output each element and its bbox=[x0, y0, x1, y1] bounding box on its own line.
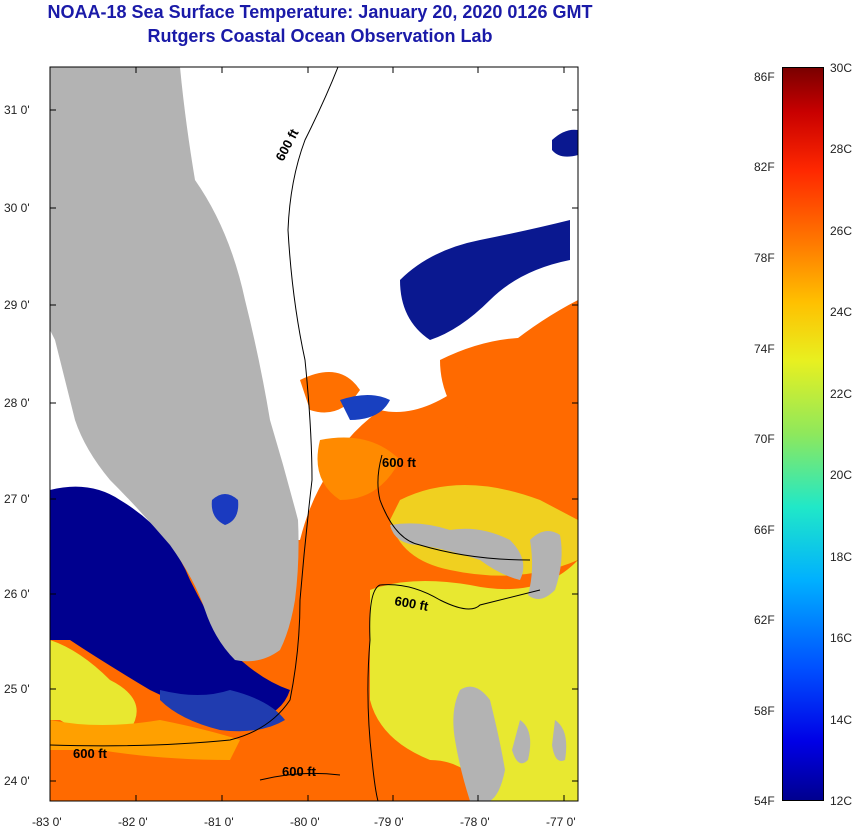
isobath-600ft-florida bbox=[50, 67, 339, 747]
contour-label: 600 ft bbox=[382, 455, 417, 470]
latitude-label: 27 0' bbox=[4, 492, 30, 506]
cloud-gap-patch bbox=[317, 437, 400, 500]
latitude-label: 30 0' bbox=[4, 201, 30, 215]
longitude-label: -77 0' bbox=[546, 815, 576, 829]
latitude-label: 26 0' bbox=[4, 587, 30, 601]
longitude-label: -80 0' bbox=[290, 815, 320, 829]
colorbar-c-label: 22C bbox=[830, 387, 853, 401]
longitude-label: -81 0' bbox=[204, 815, 234, 829]
colorbar-f-label: 78F bbox=[754, 251, 775, 265]
contour-label: 600 ft bbox=[393, 593, 430, 614]
longitude-label: -83 0' bbox=[32, 815, 62, 829]
lake-okeechobee bbox=[211, 494, 239, 525]
andros-island bbox=[453, 686, 505, 801]
cloud-gap-patch bbox=[440, 330, 578, 453]
longitude-label: -79 0' bbox=[374, 815, 404, 829]
colorbar-f-label: 62F bbox=[754, 613, 775, 627]
isobath-600ft-bahamas-west bbox=[369, 584, 541, 641]
colorbar-c-label: 12C bbox=[830, 794, 853, 808]
latitude-label: 29 0' bbox=[4, 298, 30, 312]
contour-label: 600 ft bbox=[282, 764, 317, 779]
cold-water-area bbox=[50, 486, 290, 720]
longitude-label: -78 0' bbox=[460, 815, 490, 829]
contour-label: 600 ft bbox=[73, 746, 108, 761]
colorbar-c-label: 30C bbox=[830, 61, 853, 75]
cold-water-area bbox=[340, 395, 390, 420]
temperature-colorbar bbox=[782, 67, 824, 801]
bahamas-island bbox=[512, 720, 531, 764]
colorbar-f-label: 54F bbox=[754, 794, 775, 808]
latitude-label: 24 0' bbox=[4, 774, 30, 788]
latitude-label: 28 0' bbox=[4, 396, 30, 410]
isobath-600ft-bahama-bank bbox=[377, 454, 531, 561]
colorbar-c-label: 24C bbox=[830, 305, 853, 319]
colorbar-c-label: 14C bbox=[830, 713, 853, 727]
colorbar-f-label: 82F bbox=[754, 160, 775, 174]
colorbar-c-label: 16C bbox=[830, 631, 853, 645]
cold-water-area bbox=[400, 220, 570, 340]
longitude-label: -82 0' bbox=[118, 815, 148, 829]
ocean-bank-area bbox=[390, 485, 578, 576]
grand-bahama-island bbox=[390, 523, 524, 580]
map-subtitle: Rutgers Coastal Ocean Observation Lab bbox=[147, 26, 493, 46]
colorbar-c-label: 18C bbox=[830, 550, 853, 564]
colorbar-f-label: 70F bbox=[754, 432, 775, 446]
colorbar-c-label: 28C bbox=[830, 142, 853, 156]
colorbar-f-label: 66F bbox=[754, 523, 775, 537]
isobath-600ft-tongue bbox=[367, 639, 379, 801]
ocean-warm-area bbox=[50, 720, 240, 760]
latitude-label: 25 0' bbox=[4, 682, 30, 696]
map-frame bbox=[49, 66, 579, 802]
axis-ticks bbox=[49, 67, 578, 801]
colorbar-c-label: 20C bbox=[830, 468, 853, 482]
colorbar-f-label: 58F bbox=[754, 704, 775, 718]
ocean-mild-area bbox=[50, 640, 137, 734]
map-title: NOAA-18 Sea Surface Temperature: January… bbox=[47, 2, 593, 22]
cold-water-area bbox=[160, 690, 285, 732]
colorbar-f-label: 86F bbox=[754, 70, 775, 84]
abaco-island bbox=[528, 531, 562, 599]
bahamas-island bbox=[552, 720, 567, 761]
colorbar-f-label: 74F bbox=[754, 342, 775, 356]
latitude-label: 31 0' bbox=[4, 103, 30, 117]
cold-water-area bbox=[552, 129, 578, 157]
isobath-600ft-south bbox=[259, 772, 341, 781]
colorbar-c-label: 26C bbox=[830, 224, 853, 238]
